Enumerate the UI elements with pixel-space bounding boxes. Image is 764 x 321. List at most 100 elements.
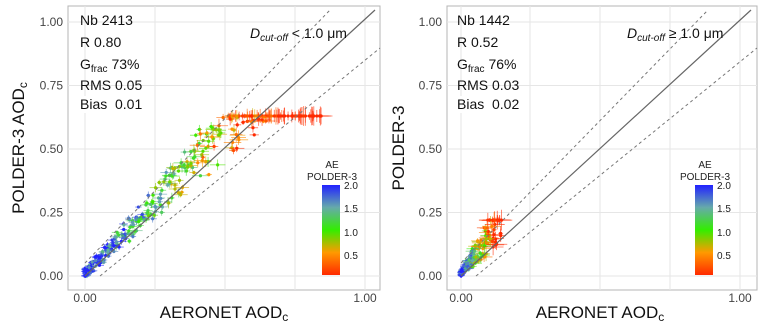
stat-bias-label: Bias xyxy=(80,96,107,112)
stats-block: Nb 2413 R 0.80 Gfrac 73% RMS 0.05 Bias 0… xyxy=(78,12,142,113)
colorbar-tick: 0.5 xyxy=(717,251,731,262)
data-point xyxy=(217,133,221,137)
data-point xyxy=(136,205,141,209)
y-tick: 0.75 xyxy=(40,79,64,93)
data-point xyxy=(131,234,135,239)
y-tick: 1.00 xyxy=(419,15,443,29)
data-point xyxy=(168,180,172,184)
data-point xyxy=(216,163,220,167)
data-point xyxy=(201,155,205,159)
data-point xyxy=(113,235,117,239)
data-point xyxy=(251,126,255,130)
data-point xyxy=(194,133,198,137)
data-point xyxy=(474,255,478,259)
data-point xyxy=(207,173,211,177)
data-point xyxy=(157,180,161,185)
data-point xyxy=(236,135,241,140)
reference-lines xyxy=(84,9,381,277)
panel-2: 1.00 0.75 0.50 0.25 0.00 0.00 1.00 AERON… xyxy=(389,5,758,321)
data-point xyxy=(221,115,225,120)
upper-envelope-line xyxy=(460,9,709,264)
upper-envelope-line xyxy=(84,9,331,264)
data-point xyxy=(485,226,489,230)
data-point xyxy=(157,200,161,204)
data-point xyxy=(173,183,177,187)
data-point xyxy=(90,260,94,264)
data-point xyxy=(209,125,213,129)
data-point xyxy=(179,161,183,165)
data-point xyxy=(142,216,146,220)
data-point xyxy=(204,160,208,164)
y-tick: 0.50 xyxy=(40,142,64,156)
data-point xyxy=(167,201,171,205)
data-point xyxy=(235,123,239,127)
data-point xyxy=(499,231,503,235)
data-point xyxy=(471,259,475,263)
data-point xyxy=(192,170,196,175)
y-axis-title: POLDER-3 AODc xyxy=(9,82,30,214)
data-point xyxy=(164,170,168,175)
data-point xyxy=(205,131,209,135)
data-point xyxy=(472,252,476,256)
data-point xyxy=(198,174,203,178)
data-point xyxy=(232,114,236,118)
gridlines xyxy=(68,6,380,290)
data-point xyxy=(241,120,245,124)
colorbar: AE POLDER-3 2.0 1.5 1.0 0.5 xyxy=(307,160,358,275)
stats-block: Nb 1442 R 0.52 Gfrac 76% RMS 0.03 Bias 0… xyxy=(455,12,519,113)
gridlines xyxy=(447,6,757,290)
data-point xyxy=(490,224,494,228)
data-point xyxy=(466,261,470,265)
data-point xyxy=(151,217,155,221)
data-point xyxy=(97,263,102,267)
data-point xyxy=(212,144,216,149)
data-point xyxy=(230,146,234,150)
one-to-one-line xyxy=(460,9,752,277)
data-point xyxy=(214,128,218,132)
data-point xyxy=(87,265,91,270)
data-point xyxy=(164,174,168,178)
colorbar-tick: 2.0 xyxy=(344,181,358,192)
data-point xyxy=(210,135,214,139)
colorbar-tick: 1.5 xyxy=(344,204,358,215)
lower-envelope-line xyxy=(99,47,381,277)
data-point xyxy=(127,239,131,243)
data-point xyxy=(160,210,164,214)
colorbar-title: AE xyxy=(698,160,712,171)
y-axis-title: POLDER-3 xyxy=(389,105,408,190)
data-point xyxy=(492,233,496,237)
y-tick: 1.00 xyxy=(40,15,64,29)
x-tick-labels: 0.00 1.00 xyxy=(449,291,752,305)
stat-nb: Nb 2413 xyxy=(80,12,133,28)
data-point xyxy=(459,269,463,274)
data-point xyxy=(145,211,149,215)
data-point xyxy=(116,233,121,237)
stat-bias-value: 0.02 xyxy=(492,96,519,112)
data-point xyxy=(184,169,188,173)
data-point xyxy=(114,240,119,244)
data-point xyxy=(204,146,208,150)
data-point xyxy=(93,259,98,263)
x-tick: 1.00 xyxy=(728,291,752,305)
scatter-points xyxy=(457,209,513,278)
stat-rms: RMS 0.05 xyxy=(80,77,142,93)
size-condition: Dcut-off ≥ 1.0 μm xyxy=(627,25,723,44)
reference-lines xyxy=(460,9,758,277)
data-point xyxy=(160,188,164,192)
colorbar-gradient xyxy=(695,185,713,275)
data-point xyxy=(139,217,143,221)
data-point xyxy=(153,204,157,209)
data-point xyxy=(235,146,239,150)
data-point xyxy=(472,249,477,253)
y-tick: 0.75 xyxy=(419,79,443,93)
stat-nb: Nb 1442 xyxy=(457,12,510,28)
data-point xyxy=(106,248,110,252)
colorbar-tick: 0.5 xyxy=(344,251,358,262)
data-point xyxy=(286,114,290,118)
colorbar-subtitle: POLDER-3 xyxy=(307,172,357,183)
data-point xyxy=(176,169,181,173)
y-tick-labels: 1.00 0.75 0.50 0.25 0.00 xyxy=(40,15,64,283)
panel-1: 1.00 0.75 0.50 0.25 0.00 0.00 1.00 AERON… xyxy=(9,5,381,321)
data-point xyxy=(318,114,322,118)
colorbar-tick: 1.5 xyxy=(717,204,731,215)
